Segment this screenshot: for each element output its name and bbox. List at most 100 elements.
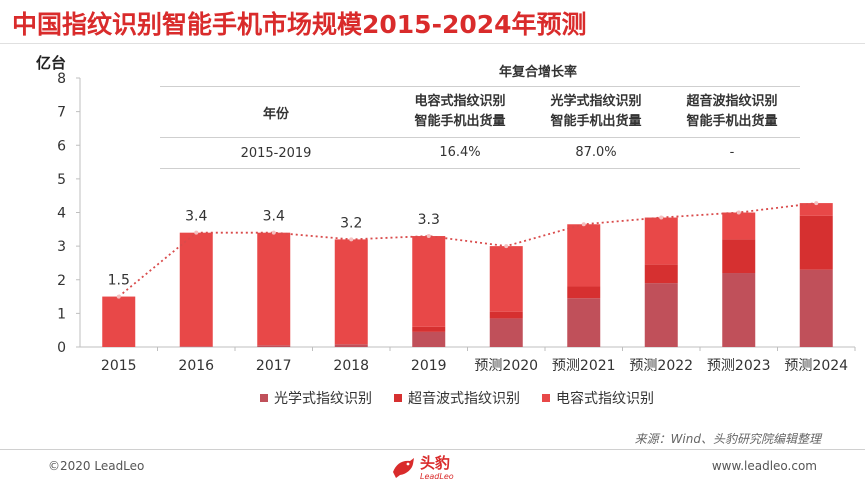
bar-segment [799, 203, 833, 216]
data-label: 3.2 [340, 215, 362, 231]
bar-segment [179, 232, 213, 347]
y-tick-label: 3 [57, 239, 66, 255]
bar-segment [722, 212, 756, 240]
legend-label-capacitive: 电容式指纹识别 [556, 391, 654, 407]
source-note: 来源：Wind、头豹研究院编辑整理 [634, 432, 821, 446]
trend-point [814, 201, 819, 206]
header-year: 年份 [262, 106, 289, 122]
legend-label-optical: 光学式指纹识别 [274, 391, 372, 407]
legend-item-ultrasonic: 超音波式指纹识别 [394, 388, 520, 408]
trend-point [504, 244, 509, 249]
row-year: 2015-2019 [240, 145, 312, 161]
leopard-icon [393, 458, 414, 478]
y-tick-label: 5 [57, 172, 66, 188]
x-tick-label: 2017 [256, 358, 292, 374]
header-capacitive-line1: 电容式指纹识别 [414, 94, 506, 109]
legend-item-capacitive: 电容式指纹识别 [542, 388, 654, 408]
chart-title: 中国指纹识别智能手机市场规模2015-2024年预测 [12, 10, 587, 39]
cagr-table: 年复合增长率 年份 电容式指纹识别 智能手机出货量 光学式指纹识别 智能手机出货… [160, 60, 800, 169]
cagr-table-title: 年复合增长率 [160, 60, 800, 87]
y-tick-label: 8 [57, 71, 66, 87]
footer-divider [0, 449, 865, 450]
data-label: 3.4 [185, 209, 207, 225]
y-tick-label: 7 [57, 105, 66, 121]
bar-segment [644, 283, 678, 347]
x-tick-label: 预测2020 [474, 358, 538, 374]
x-tick-label: 预测2023 [707, 358, 771, 374]
legend-swatch-optical [260, 394, 268, 402]
data-label: 3.4 [263, 209, 285, 225]
bar-segment [722, 273, 756, 347]
y-tick-label: 6 [57, 138, 66, 154]
logo-text: 头豹 [420, 454, 451, 472]
header-optical-line2: 智能手机出货量 [550, 114, 642, 129]
logo-text-block: 头豹 LeadLeo [420, 453, 454, 481]
trend-point [271, 230, 276, 235]
bar-segment [334, 239, 368, 345]
bar-segment [489, 246, 523, 312]
chart-legend: 光学式指纹识别 超音波式指纹识别 电容式指纹识别 [260, 388, 654, 408]
leadleo-logo: 头豹 LeadLeo [390, 453, 454, 481]
header-ultrasonic-line1: 超音波指纹识别 [686, 94, 778, 109]
header-ultrasonic-line2: 智能手机出货量 [686, 114, 778, 129]
bar-segment [489, 318, 523, 347]
bar-segment [567, 298, 601, 347]
trend-point [194, 230, 199, 235]
bar-segment [644, 217, 678, 265]
header-capacitive-line2: 智能手机出货量 [414, 114, 506, 129]
trend-point [659, 215, 664, 220]
legend-swatch-capacitive [542, 394, 550, 402]
x-tick-label: 2016 [178, 358, 214, 374]
bar-chart: 0 1 2 3 4 5 6 7 8 2015 2016 2017 2018 2019 预测2020 预测202… [57, 71, 856, 374]
trend-point [426, 234, 431, 239]
bar-segment [102, 296, 136, 347]
website-link[interactable]: www.leadleo.com [711, 459, 817, 473]
x-tick-label: 预测2024 [784, 358, 848, 374]
bar-segment [412, 326, 446, 332]
bar-segment [334, 344, 368, 347]
y-tick-label: 4 [57, 206, 66, 222]
y-tick-label: 1 [57, 306, 66, 322]
bar-segment [489, 311, 523, 319]
legend-swatch-ultrasonic [394, 394, 402, 402]
trend-line [118, 202, 817, 298]
bar-segment [567, 286, 601, 299]
title-divider [0, 43, 865, 44]
bar-segment [799, 269, 833, 347]
header-optical: 光学式指纹识别 智能手机出货量 [528, 92, 664, 132]
data-label: 3.3 [418, 212, 440, 228]
bar-segment [412, 236, 446, 327]
legend-label-ultrasonic: 超音波式指纹识别 [408, 391, 520, 407]
bar-segment [412, 331, 446, 347]
x-tick-label: 2018 [333, 358, 369, 374]
copyright-text: ©2020 LeadLeo [48, 459, 145, 473]
x-tick-label: 2019 [411, 358, 447, 374]
bar-segment [567, 224, 601, 287]
bar-segment [179, 346, 213, 347]
trend-point [116, 294, 121, 299]
trend-point [349, 237, 354, 242]
bar-segment [257, 232, 291, 346]
x-tick-label: 预测2021 [552, 358, 616, 374]
row-capacitive: 16.4% [439, 145, 481, 160]
trend-point [736, 210, 741, 215]
header-ultrasonic: 超音波指纹识别 智能手机出货量 [664, 92, 800, 132]
y-tick-label: 0 [57, 340, 66, 356]
bar-segment [722, 239, 756, 274]
y-axis-unit: 亿台 [36, 54, 67, 72]
data-label: 1.5 [108, 273, 130, 289]
row-optical: 87.0% [575, 145, 617, 160]
row-ultrasonic: - [729, 145, 735, 160]
trend-point [581, 222, 586, 227]
legend-item-optical: 光学式指纹识别 [260, 388, 372, 408]
logo-subtext: LeadLeo [420, 472, 454, 481]
bar-segment [644, 264, 678, 284]
header-capacitive: 电容式指纹识别 智能手机出货量 [392, 92, 528, 132]
cagr-table-row: 2015-2019 16.4% 87.0% - [160, 138, 800, 169]
x-tick-label: 预测2022 [629, 358, 693, 374]
cagr-table-header: 年份 电容式指纹识别 智能手机出货量 光学式指纹识别 智能手机出货量 超音波指纹… [160, 87, 800, 138]
bar-segment [799, 215, 833, 270]
bar-segment [257, 345, 291, 347]
x-tick-label: 2015 [101, 358, 137, 374]
y-tick-label: 2 [57, 273, 66, 289]
